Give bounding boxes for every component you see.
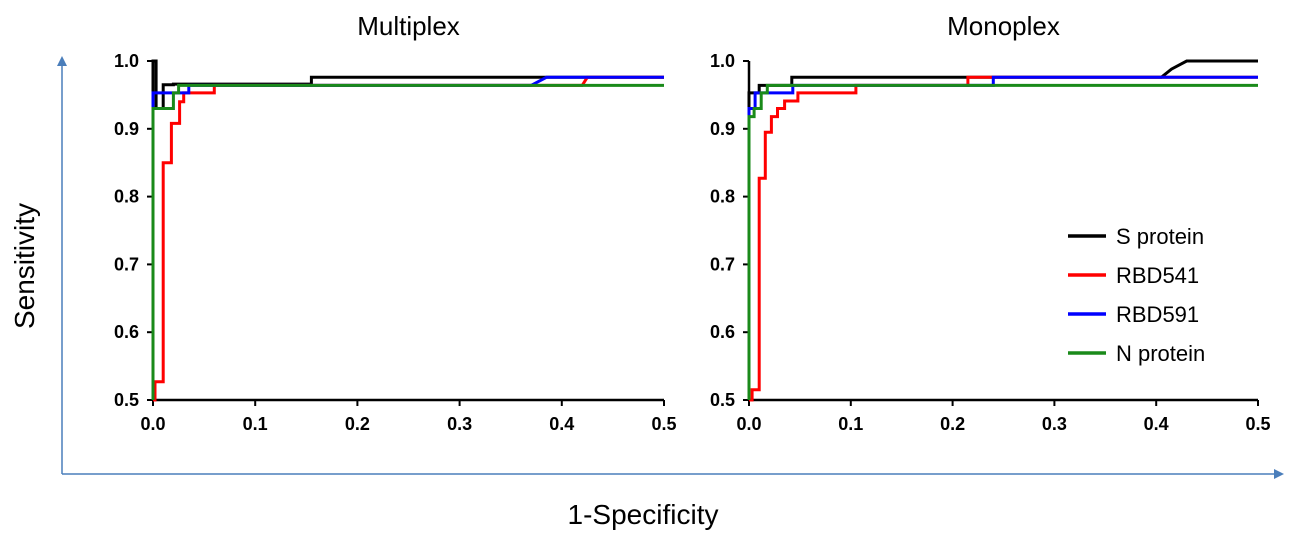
monoplex-series-rbd591-line	[747, 75, 1258, 400]
monoplex-y-tick-label: 0.5	[710, 390, 735, 410]
legend-label-rbd541: RBD541	[1116, 263, 1199, 288]
monoplex-series-n-protein-line	[747, 83, 1258, 400]
legend-label-n-protein: N protein	[1116, 341, 1205, 366]
monoplex-x-tick-label: 0.3	[1042, 414, 1067, 434]
multiplex-x-tick-label: 0.1	[243, 414, 268, 434]
monoplex-x-tick-label: 0.1	[838, 414, 863, 434]
multiplex-title: Multiplex	[357, 11, 460, 41]
monoplex-x-tick-label: 0.4	[1144, 414, 1169, 434]
monoplex-panel: Monoplex 0.0 0.1 0.2 0.3 0.4 0.5 0.5 0.6 0.7 0.8 0.…	[710, 11, 1271, 434]
monoplex-y-tick-label: 0.7	[710, 254, 735, 274]
multiplex-x-tick-label: 0.0	[140, 414, 165, 434]
multiplex-x-tick-label: 0.5	[651, 414, 676, 434]
multiplex-x-tick-label: 0.3	[447, 414, 472, 434]
monoplex-y-tick-label: 0.8	[710, 187, 735, 207]
monoplex-x-tick-label: 0.0	[736, 414, 761, 434]
multiplex-y-tick-label: 0.8	[114, 187, 139, 207]
multiplex-series-n-protein-line	[151, 83, 664, 400]
multiplex-y-tick-label: 0.9	[114, 119, 139, 139]
monoplex-y-tick-label: 0.9	[710, 119, 735, 139]
monoplex-title: Monoplex	[947, 11, 1060, 41]
legend: S protein RBD541 RBD591 N protein	[1068, 224, 1205, 366]
multiplex-y-tick-label: 0.6	[114, 322, 139, 342]
multiplex-series-s-protein-line	[151, 59, 664, 400]
monoplex-x-tick-label: 0.5	[1245, 414, 1270, 434]
multiplex-series-rbd591-line	[151, 75, 664, 400]
legend-label-s-protein: S protein	[1116, 224, 1204, 249]
multiplex-x-tick-label: 0.2	[345, 414, 370, 434]
figure-x-label: 1-Specificity	[568, 499, 719, 530]
monoplex-y-tick-label: 0.6	[710, 322, 735, 342]
monoplex-x-tick-label: 0.2	[940, 414, 965, 434]
multiplex-y-tick-label: 0.7	[114, 254, 139, 274]
multiplex-series-rbd541-line	[153, 75, 664, 402]
multiplex-y-tick-label: 1.0	[114, 51, 139, 71]
monoplex-y-tick-label: 1.0	[710, 51, 735, 71]
multiplex-panel: Multiplex 0.0 0.1 0.2 0.3 0.4 0.5 0.5 0.6 0.7 0.8 0…	[114, 11, 677, 434]
multiplex-y-tick-label: 0.5	[114, 390, 139, 410]
multiplex-x-tick-label: 0.4	[549, 414, 574, 434]
legend-label-rbd591: RBD591	[1116, 302, 1199, 327]
figure-y-label: Sensitivity	[9, 203, 40, 329]
